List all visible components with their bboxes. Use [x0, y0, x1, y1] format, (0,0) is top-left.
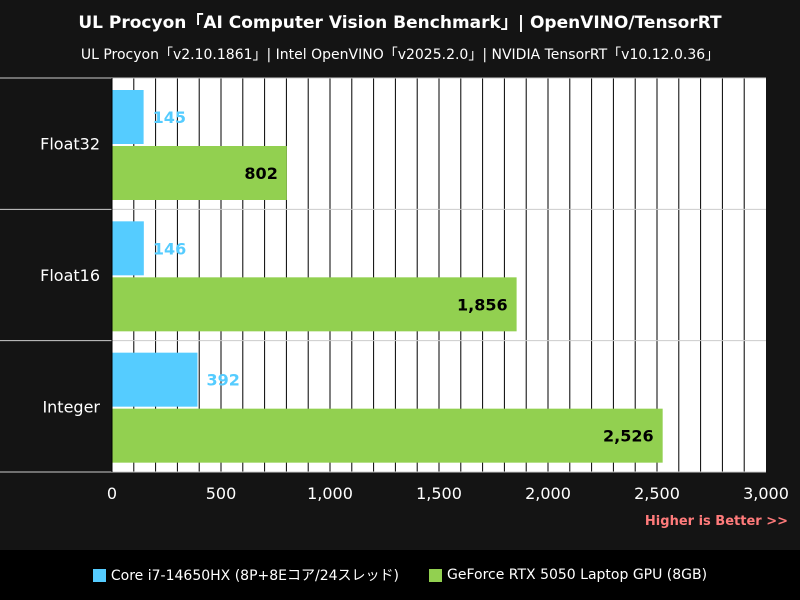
data-label: 2,526: [603, 427, 654, 446]
x-tick-label: 0: [107, 484, 117, 503]
bar: [112, 221, 144, 276]
higher-is-better-note: Higher is Better >>: [644, 514, 788, 529]
legend-item-cpu: Core i7-14650HX (8P+8Eコア/24スレッド): [92, 565, 399, 585]
bar: [112, 90, 144, 144]
x-tick-label: 500: [206, 484, 237, 503]
x-tick-label: 2,500: [634, 484, 680, 503]
legend-item-gpu: GeForce RTX 5050 Laptop GPU (8GB): [428, 567, 708, 583]
category-label: Integer: [42, 397, 100, 416]
chart-title: UL Procyon「AI Computer Vision Benchmark」…: [78, 13, 722, 33]
bar: [112, 352, 198, 407]
bar-chart: Float32 145 802 Float16 146 1,856 Integer 392 2,…: [0, 77, 789, 503]
x-tick-label: 1,500: [416, 484, 462, 503]
chart-subtitle: UL Procyon「v2.10.1861」| Intel OpenVINO「v…: [80, 47, 720, 63]
data-label: 392: [206, 371, 239, 390]
x-tick-label: 1,000: [307, 484, 353, 503]
data-label: 146: [153, 239, 186, 258]
data-label: 1,856: [457, 295, 508, 314]
data-label: 802: [244, 164, 277, 183]
category-label: Float32: [40, 135, 100, 154]
legend: Core i7-14650HX (8P+8Eコア/24スレッド) GeForce…: [0, 550, 800, 600]
legend-label-gpu: GeForce RTX 5050 Laptop GPU (8GB): [446, 567, 708, 583]
bar: [112, 146, 287, 200]
legend-swatch-gpu: [428, 568, 442, 582]
bar: [112, 408, 663, 463]
x-tick-label: 3,000: [743, 484, 789, 503]
bar: [112, 277, 517, 332]
legend-label-cpu: Core i7-14650HX (8P+8Eコア/24スレッド): [110, 568, 399, 584]
x-tick-label: 2,000: [525, 484, 571, 503]
category-label: Float16: [40, 266, 100, 285]
legend-swatch-cpu: [92, 568, 106, 582]
data-label: 145: [153, 108, 186, 127]
